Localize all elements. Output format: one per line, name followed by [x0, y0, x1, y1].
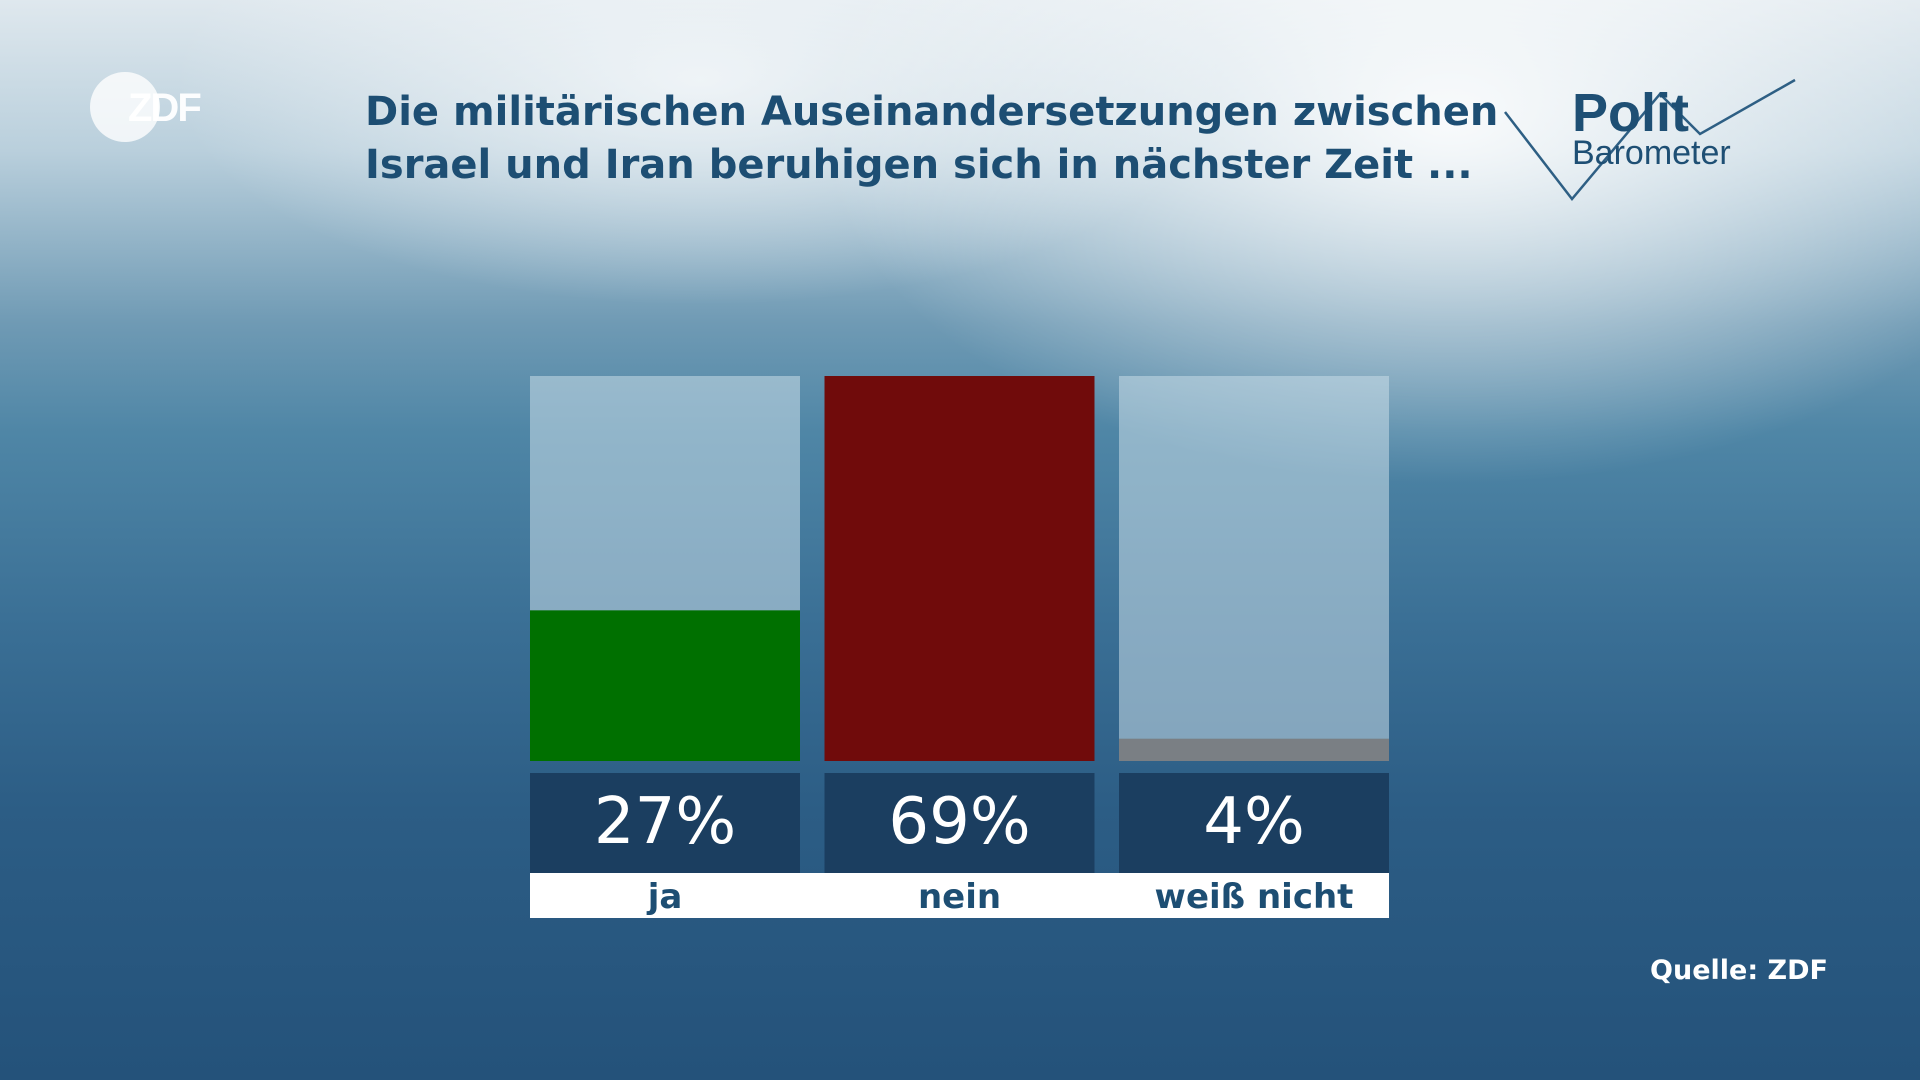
- value-label: 27%: [594, 785, 736, 859]
- politbarometer-word-barometer: Barometer: [1572, 134, 1731, 172]
- value-label: 69%: [888, 785, 1030, 859]
- bar: [824, 376, 1095, 761]
- politbarometer-logo: Polit Barometer: [1500, 74, 1800, 204]
- value-label-box: [824, 773, 1095, 873]
- zdf-logo: ZDF: [90, 72, 220, 146]
- bar: [1119, 738, 1389, 761]
- value-label: 4%: [1203, 785, 1305, 859]
- source-label: Quelle: ZDF: [1650, 955, 1828, 986]
- chart-title-line-1: Die militärischen Auseinandersetzungen z…: [365, 89, 1499, 135]
- category-label: nein: [918, 877, 1001, 917]
- value-label-box: [530, 773, 800, 873]
- category-label: weiß nicht: [1155, 877, 1354, 917]
- value-label-box: [1119, 773, 1389, 873]
- category-label-band: [530, 873, 1389, 918]
- politbarometer-word-polit: Polit: [1572, 83, 1689, 143]
- zdf-logo-text: ZDF: [128, 86, 202, 130]
- politbarometer-zigzag-icon: [1504, 78, 1796, 201]
- chart-title: Die militärischen Auseinandersetzungen z…: [365, 86, 1499, 192]
- chart-title-line-2: Israel und Iran beruhigen sich in nächst…: [365, 142, 1473, 188]
- zdf-logo-circle: [90, 72, 160, 142]
- bar-track: [1119, 376, 1389, 761]
- category-label: ja: [646, 877, 683, 917]
- bar: [530, 610, 800, 761]
